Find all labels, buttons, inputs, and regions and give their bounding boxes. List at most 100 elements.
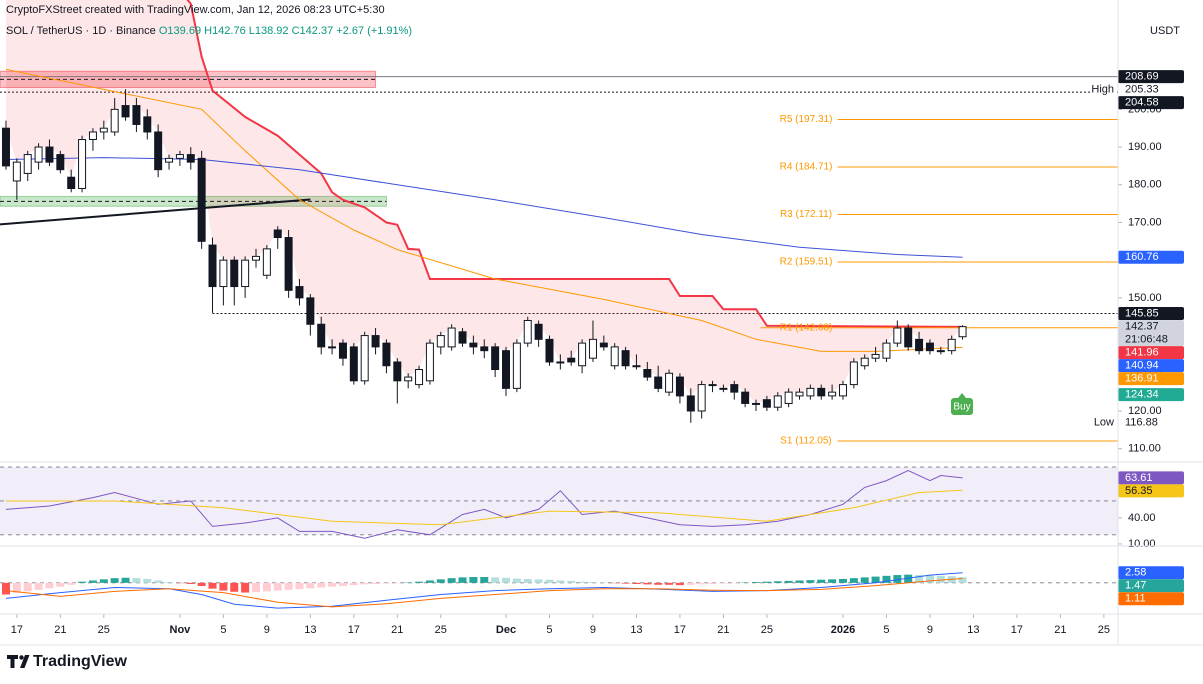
candle-body bbox=[796, 392, 803, 396]
candle-body bbox=[35, 147, 42, 162]
histogram-bar bbox=[67, 583, 75, 585]
x-tick-label: 9 bbox=[590, 624, 596, 636]
histogram-bar bbox=[719, 583, 727, 584]
x-tick-label: 21 bbox=[1054, 624, 1066, 636]
candle-body bbox=[774, 396, 781, 407]
candle-body bbox=[144, 117, 151, 132]
candle-body bbox=[242, 260, 249, 286]
x-tick-label: 25 bbox=[1098, 624, 1110, 636]
price-tag-label: 141.96 bbox=[1125, 347, 1159, 359]
histogram-bar bbox=[806, 580, 814, 583]
x-tick-label: 17 bbox=[348, 624, 360, 636]
legend-line: SOL / TetherUS · 1D · Binance O139.69 H1… bbox=[6, 25, 412, 37]
candle-body bbox=[644, 370, 651, 378]
y-tick-label: 170.00 bbox=[1128, 216, 1162, 228]
candle-body bbox=[470, 343, 477, 347]
candle-body bbox=[405, 377, 412, 381]
candle-body bbox=[285, 238, 292, 291]
candle-body bbox=[209, 245, 216, 286]
buy-label: Buy bbox=[953, 402, 970, 413]
macd-pane bbox=[0, 573, 1118, 608]
y-tick-label: 150.00 bbox=[1128, 292, 1162, 304]
price-tag-label: 63.61 bbox=[1125, 472, 1153, 484]
histogram-bar bbox=[285, 583, 293, 590]
histogram-bar bbox=[567, 581, 575, 583]
candle-body bbox=[263, 249, 270, 275]
histogram-bar bbox=[154, 581, 162, 583]
histogram-bar bbox=[382, 583, 390, 584]
price-tag-label: 142.37 bbox=[1125, 321, 1159, 333]
histogram-bar bbox=[274, 583, 282, 591]
candle-body bbox=[492, 347, 499, 370]
x-tick-label: 25 bbox=[435, 624, 447, 636]
candle-body bbox=[524, 320, 531, 343]
histogram-bar bbox=[295, 583, 303, 589]
countdown: 21:06:48 bbox=[1125, 334, 1168, 346]
buy-signal-arrow bbox=[958, 393, 966, 398]
histogram-bar bbox=[469, 577, 477, 583]
y-tick-label: 40.00 bbox=[1128, 512, 1156, 524]
candle-body bbox=[894, 328, 901, 343]
candle-body bbox=[24, 155, 31, 174]
x-tick-label: 21 bbox=[54, 624, 66, 636]
histogram-bar bbox=[459, 577, 467, 582]
histogram-bar bbox=[339, 583, 347, 586]
histogram-bar bbox=[524, 579, 532, 583]
histogram-bar bbox=[676, 583, 684, 585]
candle-body bbox=[79, 140, 86, 189]
pivot-label: R2 (159.51) bbox=[780, 257, 833, 268]
candle-body bbox=[416, 370, 423, 385]
histogram-bar bbox=[448, 578, 456, 583]
candle-body bbox=[763, 400, 770, 408]
histogram-bar bbox=[122, 578, 130, 583]
candle-body bbox=[394, 362, 401, 381]
rsi-pane bbox=[0, 467, 1118, 538]
histogram-bar bbox=[111, 578, 119, 583]
histogram-bar bbox=[100, 579, 108, 583]
histogram-bar bbox=[209, 583, 217, 589]
histogram-bar bbox=[437, 579, 445, 583]
candle-body bbox=[111, 109, 118, 132]
candle-body bbox=[666, 373, 673, 392]
histogram-bar bbox=[252, 583, 260, 592]
candle-body bbox=[633, 366, 640, 367]
price-tag-label: 116.88 bbox=[1125, 417, 1158, 429]
candle-body bbox=[916, 339, 923, 350]
price-tag-note: Low bbox=[1094, 417, 1114, 429]
x-tick-label: 17 bbox=[11, 624, 23, 636]
histogram-bar bbox=[763, 582, 771, 583]
logo-dot bbox=[19, 655, 23, 659]
candle-body bbox=[2, 128, 9, 166]
histogram-bar bbox=[774, 581, 782, 583]
candle-body bbox=[187, 155, 194, 163]
candle-body bbox=[611, 347, 618, 366]
histogram-bar bbox=[132, 578, 140, 583]
histogram-bar bbox=[241, 583, 249, 593]
price-tag-label: 56.35 bbox=[1125, 485, 1153, 497]
histogram-bar bbox=[937, 576, 945, 583]
y-tick-label: 190.00 bbox=[1128, 141, 1162, 153]
candle-body bbox=[731, 385, 738, 393]
x-tick-label: 13 bbox=[304, 624, 316, 636]
candle-body bbox=[68, 177, 75, 188]
price-tag-label: 205.33 bbox=[1125, 83, 1159, 95]
histogram-bar bbox=[622, 583, 630, 584]
x-tick-label: 25 bbox=[761, 624, 773, 636]
candle-body bbox=[372, 336, 379, 347]
candle-body bbox=[459, 332, 466, 343]
histogram-bar bbox=[187, 583, 195, 584]
histogram-bar bbox=[796, 581, 804, 583]
candle-body bbox=[785, 392, 792, 403]
candle-body bbox=[937, 351, 944, 352]
histogram-bar bbox=[198, 583, 206, 586]
axes: 110.00120.00130.00140.00150.00160.00170.… bbox=[11, 70, 1184, 636]
histogram-bar bbox=[361, 583, 369, 585]
histogram-bar bbox=[78, 582, 86, 583]
histogram-bar bbox=[709, 583, 717, 584]
histogram-bar bbox=[861, 577, 869, 582]
candle-body bbox=[926, 343, 933, 351]
histogram-bar bbox=[263, 583, 271, 592]
histogram-bar bbox=[372, 583, 380, 584]
x-tick-label: 9 bbox=[264, 624, 270, 636]
